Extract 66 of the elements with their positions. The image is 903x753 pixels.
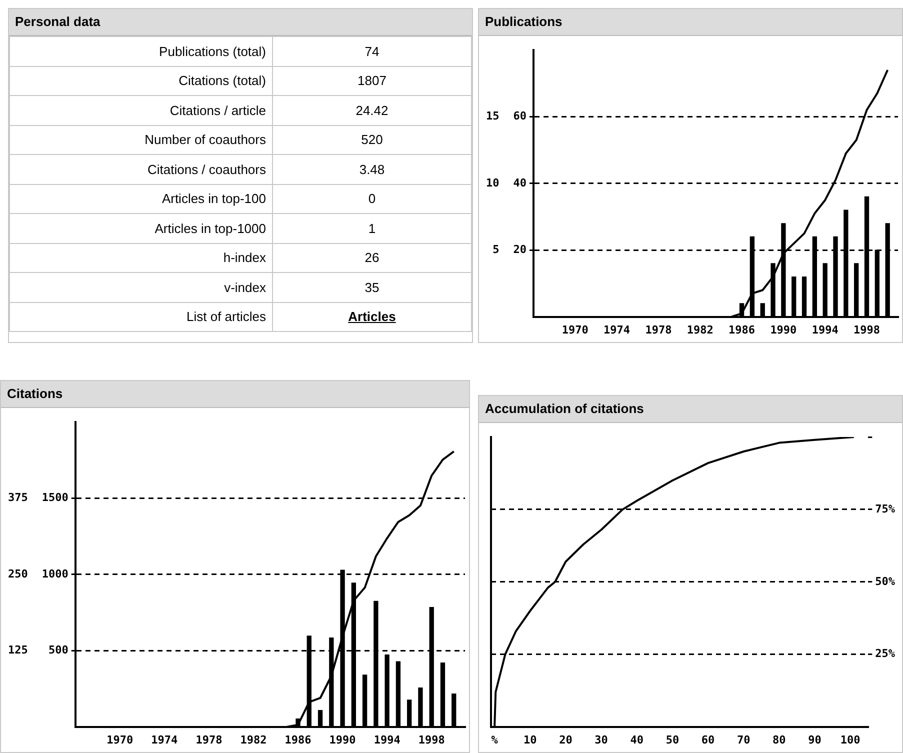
text: 1807 [358, 73, 386, 88]
text: 24.42 [356, 102, 388, 118]
text: 74 [364, 44, 380, 59]
y2-tick-label: 250 [8, 567, 28, 580]
y-tick-label: 40 [513, 176, 526, 190]
x-tick-label: 1994 [374, 733, 401, 746]
category-label: h-index [10, 243, 272, 272]
x-tick-label: 1974 [151, 733, 178, 746]
x-tick-label: 1990 [770, 323, 797, 336]
x-tick-label: 1974 [604, 323, 630, 336]
x-tick-label: 1970 [106, 733, 134, 746]
x-tick-label: 40 [630, 733, 644, 746]
text: 1 [368, 220, 376, 236]
text: 26 [364, 250, 380, 266]
category-label: Citations / coauthors [10, 154, 272, 184]
x-tick-label: 100 [840, 733, 860, 746]
y-tick-label: 60 [513, 110, 526, 123]
chart-title: Publications [479, 9, 902, 36]
x-tick-label: 1978 [645, 323, 672, 336]
text: Articles [348, 309, 396, 324]
chart-title: Citations [1, 381, 469, 408]
x-tick-label: 1986 [284, 733, 312, 746]
x-tick-label: 70 [736, 733, 750, 746]
x-tick-label: 1982 [240, 733, 267, 746]
category-label: Number of coauthors [10, 125, 272, 154]
x-tick-label: 1998 [418, 733, 445, 746]
y-tick-label: 50% [875, 574, 896, 588]
x-tick-label: 60 [701, 733, 715, 746]
text: 3.48 [359, 162, 385, 177]
x-tick-label: 1986 [728, 323, 756, 336]
y-tick-label: 1500 [42, 491, 68, 504]
x-tick-label: 1978 [196, 733, 222, 746]
x-tick-label: 50 [666, 733, 680, 746]
category-label: Citations / article [10, 96, 272, 125]
y2-tick-label: 10 [486, 176, 500, 190]
category-label: Citations (total) [10, 66, 272, 96]
x-tick-label: 90 [808, 733, 822, 746]
text: 35 [364, 280, 380, 295]
x-tick-label: 1990 [329, 733, 356, 746]
category-label: Articles in top-1000 [10, 214, 272, 243]
y2-tick-label: 5 [492, 242, 500, 256]
y2-tick-label: 15 [486, 110, 500, 123]
x-tick-label: 20 [559, 733, 572, 746]
text: 0 [368, 191, 376, 206]
y-tick-label: 1000 [42, 567, 68, 580]
y-tick-label: 75% [875, 502, 896, 516]
y-tick-label: 500 [48, 643, 68, 656]
y-tick-label: 20 [513, 242, 526, 256]
x-tick-label: 1970 [562, 323, 588, 336]
x-tick-label: 1994 [812, 323, 839, 336]
text: 520 [361, 132, 383, 148]
chart-title: Accumulation of citations [479, 396, 902, 423]
text: Personal data [9, 9, 472, 36]
x-tick-label: % [491, 733, 498, 746]
x-tick-label: 30 [594, 733, 608, 746]
y2-tick-label: 375 [8, 491, 28, 504]
x-tick-label: 80 [772, 733, 786, 746]
y-tick-label: 25% [875, 647, 896, 660]
category-label: List of articles [10, 302, 272, 332]
category-label: v-index [10, 272, 272, 302]
category-label: Articles in top-100 [10, 184, 272, 214]
category-label: Publications (total) [10, 36, 272, 66]
x-tick-label: 10 [524, 733, 537, 746]
x-tick-label: 1982 [686, 323, 714, 336]
y2-tick-label: 125 [8, 643, 28, 656]
x-tick-label: 1998 [854, 323, 880, 336]
